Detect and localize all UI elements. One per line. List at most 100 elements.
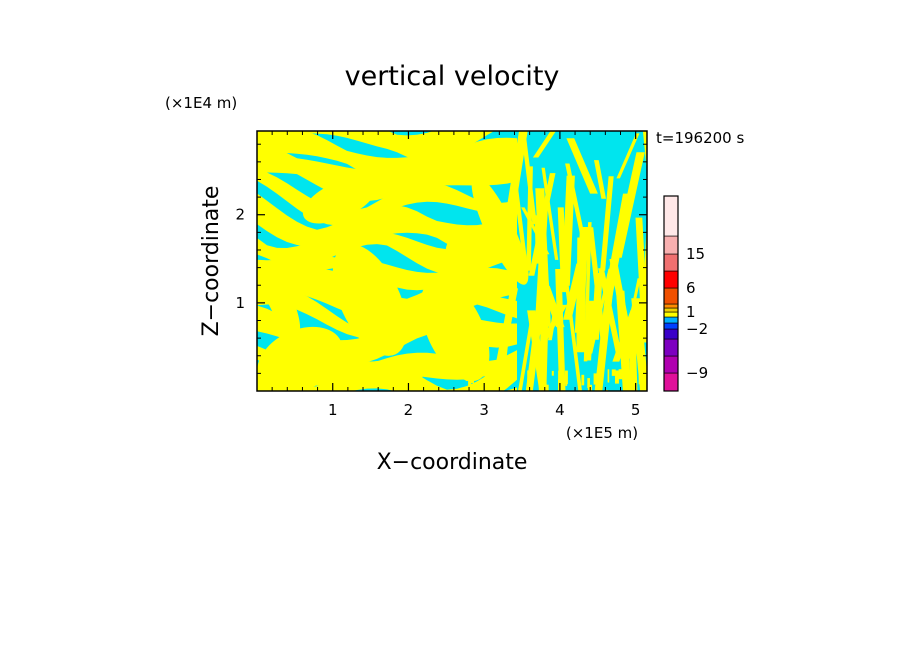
colorbar-swatch <box>663 338 679 357</box>
positive-speckle <box>615 370 619 384</box>
colorbar-swatch <box>663 253 679 272</box>
positive-speckle <box>639 373 643 387</box>
y-scale-label: (×1E4 m) <box>165 94 237 112</box>
positive-blob <box>387 159 453 201</box>
positive-band <box>257 238 517 291</box>
positive-streak <box>565 163 590 259</box>
positive-speckle <box>634 367 637 373</box>
positive-speckle <box>484 369 487 384</box>
positive-streak <box>548 310 557 341</box>
positive-blob <box>332 244 408 356</box>
x-axis-label: X−coordinate <box>377 450 528 475</box>
positive-band <box>257 142 517 202</box>
colorbar-swatch <box>663 355 679 374</box>
positive-speckle <box>587 378 590 389</box>
positive-speckle <box>469 367 475 383</box>
positive-speckle <box>581 374 585 386</box>
positive-streak <box>609 259 636 359</box>
colorbar: −9 −21 6 15 <box>663 195 708 392</box>
positive-streak <box>491 288 518 384</box>
positive-blob <box>471 175 529 285</box>
positive-speckle <box>618 369 623 380</box>
x-tick-label: 5 <box>631 401 641 419</box>
positive-speckle <box>546 384 549 391</box>
positive-streak <box>566 138 598 194</box>
positive-streak <box>616 133 640 179</box>
positive-speckle <box>558 370 561 386</box>
positive-speckle <box>409 366 412 378</box>
colorbar-label: 1 <box>686 303 696 321</box>
positive-streak <box>642 131 647 173</box>
positive-streak <box>518 311 536 391</box>
y-tick-label: 2 <box>235 206 245 224</box>
plot-area <box>257 131 647 391</box>
y-tick-label: 1 <box>235 294 245 312</box>
colorbar-swatch <box>663 322 679 330</box>
colorbar-label: 15 <box>686 245 705 263</box>
positive-speckle <box>419 373 423 388</box>
positive-band <box>257 131 517 183</box>
y-axis-label: Z−coordinate <box>199 186 224 337</box>
positive-speckle <box>426 382 429 389</box>
positive-blob <box>257 326 343 391</box>
positive-speckle <box>465 373 470 381</box>
colorbar-swatch <box>663 328 679 340</box>
colorbar-label: 6 <box>686 279 696 297</box>
positive-speckle <box>565 370 568 385</box>
time-label: t=196200 s <box>656 129 744 147</box>
colorbar-swatch <box>663 307 679 313</box>
positive-band <box>257 352 517 391</box>
colorbar-swatch <box>663 316 679 324</box>
positive-streak <box>504 131 528 225</box>
positive-streak <box>594 160 606 199</box>
positive-speckle <box>551 370 554 376</box>
chart-title: vertical velocity <box>345 61 560 92</box>
positive-blob <box>445 227 495 273</box>
positive-streak <box>588 227 606 341</box>
positive-speckle <box>611 369 616 376</box>
positive-streak <box>600 176 614 271</box>
positive-speckle <box>468 375 472 391</box>
positive-speckle <box>593 373 598 385</box>
positive-blob <box>420 278 490 382</box>
x-tick-label: 1 <box>328 401 338 419</box>
positive-speckle <box>499 378 502 384</box>
positive-streak <box>541 167 559 260</box>
colorbar-swatch <box>663 270 679 289</box>
positive-streak <box>513 185 529 276</box>
positive-streak <box>598 268 623 358</box>
positive-speckle <box>452 373 455 379</box>
positive-streak <box>557 207 568 293</box>
colorbar-swatch <box>663 372 679 392</box>
positive-speckle <box>412 376 417 389</box>
colorbar-swatch <box>663 311 679 318</box>
positive-streak <box>532 131 556 158</box>
positive-speckle <box>560 387 563 391</box>
positive-speckle <box>527 370 530 385</box>
positive-speckle <box>473 386 476 391</box>
plot-frame <box>256 130 648 392</box>
positive-streak <box>555 269 566 391</box>
positive-streak <box>616 290 632 391</box>
positive-streak <box>583 222 592 362</box>
x-tick-label: 3 <box>479 401 489 419</box>
x-tick-label: 2 <box>404 401 414 419</box>
colorbar-swatch <box>663 287 679 305</box>
positive-band <box>505 387 517 391</box>
positive-streak <box>528 173 556 276</box>
positive-streak <box>627 323 647 391</box>
positive-speckle <box>596 372 601 388</box>
positive-speckle <box>607 369 610 383</box>
x-tick-label: 4 <box>555 401 565 419</box>
field-contours <box>257 131 647 391</box>
positive-streak <box>584 300 595 361</box>
positive-speckle <box>509 390 512 391</box>
colorbar-label: −2 <box>686 320 708 338</box>
x-scale-label: (×1E5 m) <box>566 424 638 442</box>
positive-streak <box>642 266 647 299</box>
positive-speckle <box>542 379 545 390</box>
positive-streak <box>538 310 549 391</box>
axes: 1 2 3 4 5 1 2 <box>235 131 647 419</box>
colorbar-swatch <box>663 235 679 255</box>
